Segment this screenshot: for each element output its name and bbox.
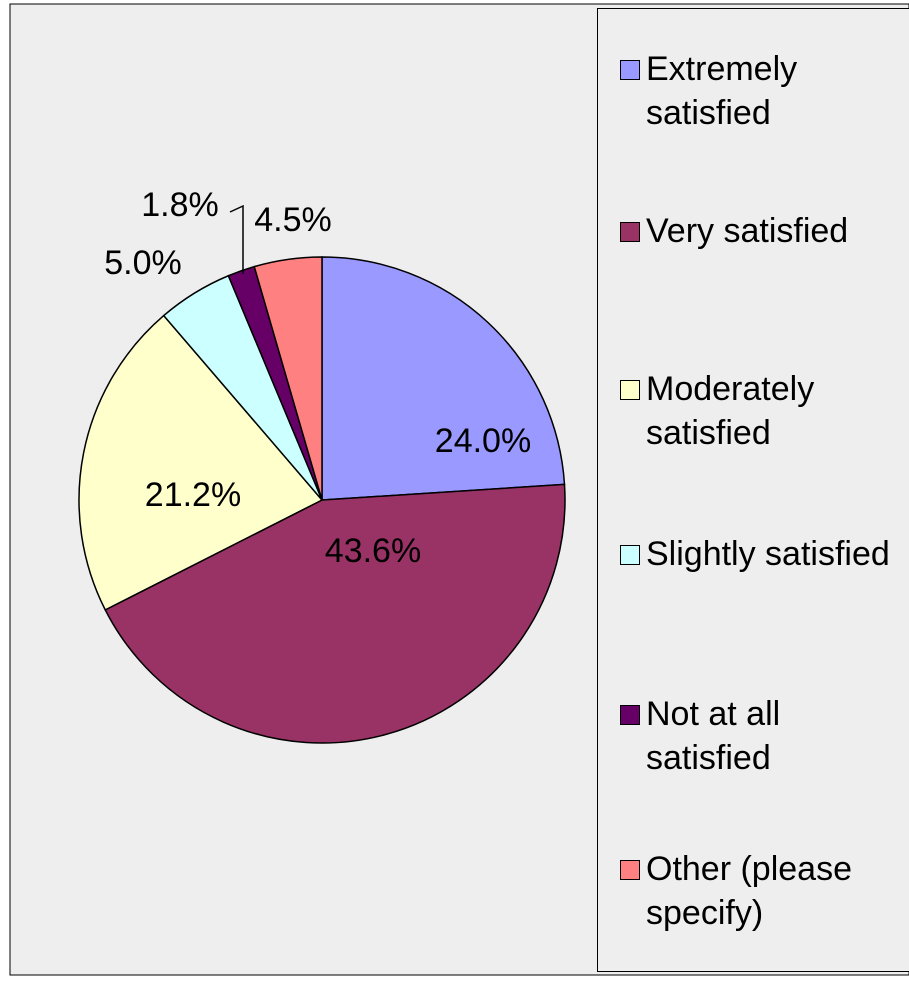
legend-swatch [620,222,640,242]
legend-box [597,8,909,972]
pie-slice [253,256,323,501]
data-label: 4.5% [254,201,332,239]
legend-label: Other (please specify) [646,850,852,932]
pie-slice [321,256,566,501]
legend-item: Not at all satisfied [620,692,909,780]
legend-label: Extremely satisfied [646,50,798,132]
legend-swatch [620,380,640,400]
legend-label: Moderately satisfied [646,370,815,452]
legend-swatch [620,545,640,565]
data-label: 5.0% [104,244,182,282]
data-label: 43.6% [325,532,421,570]
legend-item: Moderately satisfied [620,367,909,455]
legend-label: Slightly satisfied [646,535,890,573]
pie-slice [104,483,566,744]
legend-swatch [620,705,640,725]
data-label: 24.0% [435,422,531,460]
data-label: 1.8% [141,186,219,224]
data-label: 21.2% [145,476,241,514]
legend-item: Other (please specify) [620,847,909,935]
leader-line [229,204,244,274]
legend-swatch [620,860,640,880]
legend-label: Very satisfied [646,212,849,250]
legend: Extremely satisfied Very satisfied Moderat… [598,9,909,971]
legend-item: Slightly satisfied [620,532,909,576]
legend-swatch [620,60,640,80]
legend-item: Extremely satisfied [620,47,909,135]
legend-item: Very satisfied [620,209,909,253]
pie-slice [78,314,324,611]
legend-label: Not at all satisfied [646,695,781,777]
